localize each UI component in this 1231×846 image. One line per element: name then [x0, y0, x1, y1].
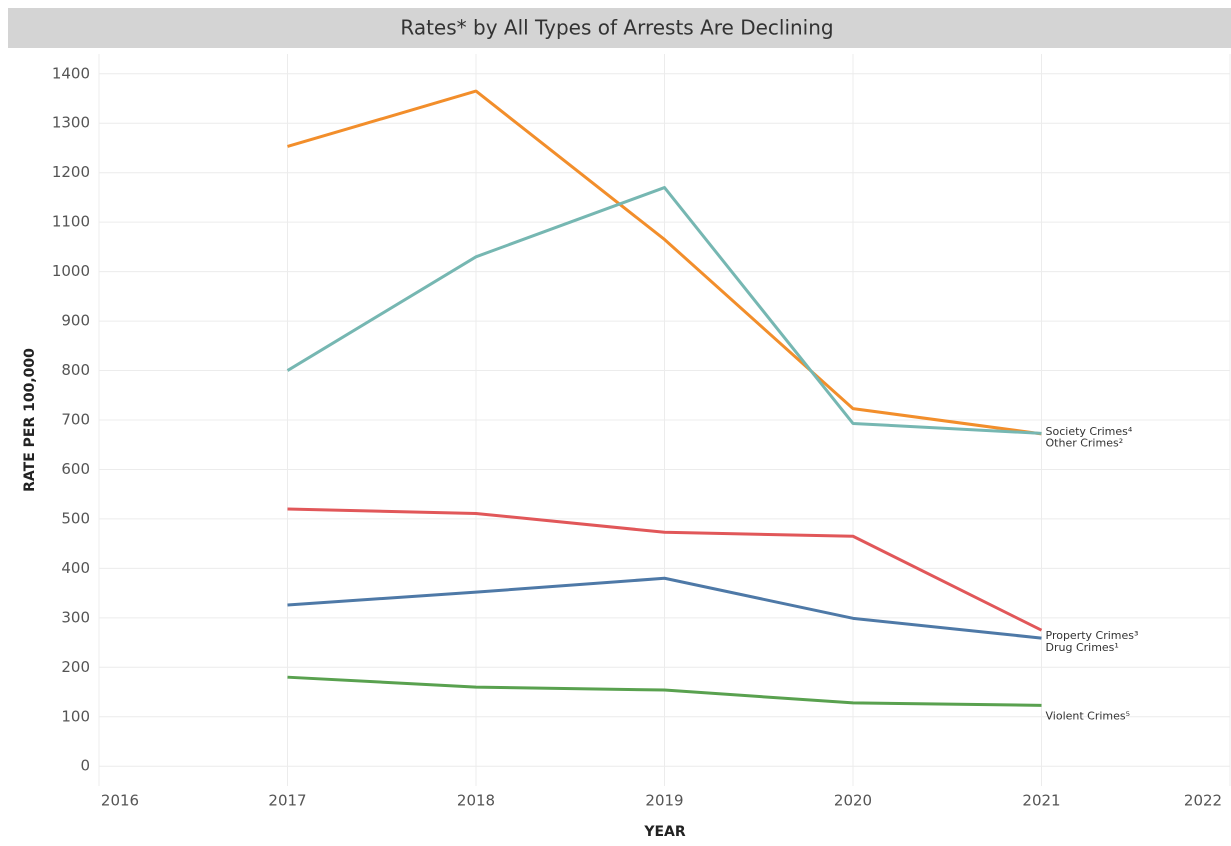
- y-tick-label: 300: [61, 608, 90, 626]
- x-tick-label: 2017: [268, 792, 306, 810]
- series-label: Drug Crimes¹: [1046, 641, 1119, 654]
- series-line: [287, 89, 1042, 436]
- x-tick-label: 2016: [101, 792, 139, 810]
- y-tick-label: 1300: [52, 114, 90, 132]
- y-tick-label: 600: [61, 460, 90, 478]
- x-tick-label: 2020: [834, 792, 872, 810]
- series-line: [287, 576, 1042, 640]
- y-tick-label: 900: [61, 312, 90, 330]
- series-label: Other Crimes²: [1046, 436, 1124, 449]
- series-label: Property Crimes³: [1046, 629, 1139, 642]
- y-tick-label: 400: [61, 559, 90, 577]
- x-tick-label: 2021: [1022, 792, 1060, 810]
- y-tick-label: 500: [61, 509, 90, 527]
- series-label: Violent Crimes⁵: [1046, 709, 1131, 722]
- x-tick-label: 2018: [457, 792, 495, 810]
- x-axis-title: YEAR: [643, 824, 686, 840]
- x-tick-label: 2019: [645, 792, 683, 810]
- series-line: [287, 675, 1042, 707]
- y-tick-label: 1200: [52, 163, 90, 181]
- y-tick-label: 700: [61, 411, 90, 429]
- y-tick-label: 1100: [52, 213, 90, 231]
- y-axis-title: RATE PER 100,000: [22, 348, 38, 492]
- series-line: [287, 507, 1043, 632]
- series-label: Society Crimes⁴: [1046, 425, 1133, 438]
- x-tick-label: 2022: [1184, 792, 1222, 810]
- y-tick-label: 200: [61, 658, 90, 676]
- chart-title: Rates* by All Types of Arrests Are Decli…: [400, 16, 833, 40]
- y-tick-label: 1400: [52, 64, 90, 82]
- y-tick-label: 800: [61, 361, 90, 379]
- y-tick-label: 100: [61, 707, 90, 725]
- y-tick-label: 1000: [52, 262, 90, 280]
- series-line: [286, 186, 1042, 435]
- y-tick-label: 0: [80, 757, 90, 775]
- title-bar: [8, 8, 1231, 48]
